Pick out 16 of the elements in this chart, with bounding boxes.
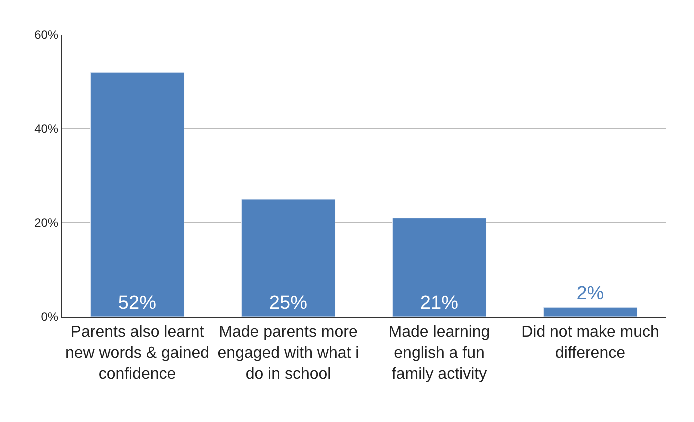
bar	[241, 199, 336, 317]
x-tick-label: Made parents more engaged with what i do in school	[218, 324, 360, 383]
bar	[543, 307, 638, 317]
data-label: 52%	[118, 293, 157, 314]
y-tick-label: 40%	[34, 122, 59, 136]
data-label: 2%	[576, 284, 604, 305]
y-tick-label: 20%	[34, 216, 59, 230]
y-tick-label: 0%	[41, 310, 59, 324]
x-tick-label: Parents also learnt new words & gained confidence	[65, 324, 210, 383]
bar	[392, 218, 487, 317]
data-label: 21%	[420, 293, 459, 314]
bar	[90, 72, 185, 317]
data-label: 25%	[269, 293, 308, 314]
y-tick-label: 60%	[34, 28, 59, 42]
x-tick-label: Made learning english a fun family activity	[388, 324, 490, 383]
x-tick-label: Did not make much difference	[522, 324, 660, 362]
